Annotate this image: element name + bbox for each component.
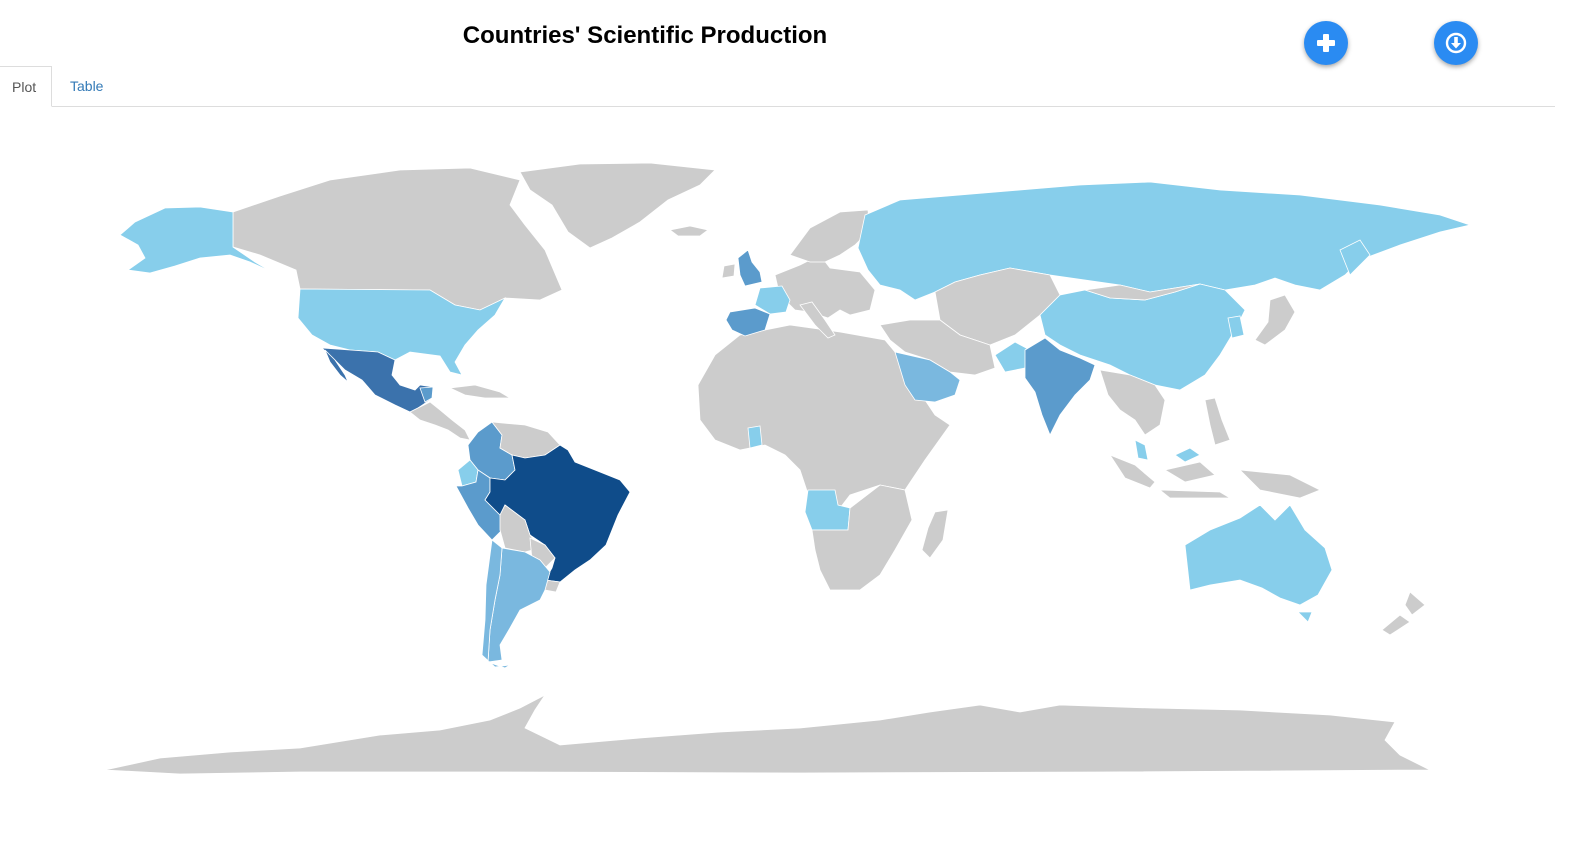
country-iceland[interactable]	[669, 225, 709, 237]
country-russia[interactable]	[857, 181, 1472, 301]
country-scandinavia[interactable]	[789, 209, 871, 263]
tab-table[interactable]: Table	[70, 78, 104, 94]
country-korea[interactable]	[1227, 315, 1245, 339]
country-indonesia[interactable]	[1108, 454, 1321, 499]
country-tasmania[interactable]	[1297, 611, 1313, 623]
country-india[interactable]	[1024, 337, 1096, 436]
country-madagascar[interactable]	[921, 509, 949, 559]
country-alaska[interactable]	[119, 206, 273, 274]
country-italy[interactable]	[799, 301, 836, 339]
world-map	[104, 162, 1472, 775]
country-europe[interactable]	[774, 254, 876, 319]
country-malaysia-east[interactable]	[1174, 447, 1201, 463]
country-russia-east[interactable]	[1339, 239, 1371, 276]
country-australia[interactable]	[1184, 504, 1333, 606]
country-central-america-south[interactable]	[409, 401, 471, 441]
country-mexico[interactable]	[320, 347, 434, 413]
country-southeast-asia[interactable]	[1099, 369, 1166, 436]
country-france[interactable]	[754, 285, 791, 315]
country-antarctica[interactable]	[104, 694, 1431, 775]
country-africa-south[interactable]	[811, 484, 913, 591]
country-mongolia[interactable]	[1084, 283, 1201, 301]
country-cuba[interactable]	[448, 384, 512, 399]
country-spain[interactable]	[725, 307, 771, 337]
country-ghana[interactable]	[747, 425, 763, 449]
country-greenland[interactable]	[519, 162, 716, 249]
country-new-zealand[interactable]	[1381, 591, 1426, 636]
tab-plot[interactable]: Plot	[0, 66, 52, 107]
country-malaysia[interactable]	[1134, 439, 1149, 461]
country-ireland[interactable]	[721, 263, 736, 279]
country-philippines[interactable]	[1204, 397, 1231, 446]
country-saudi-arabia[interactable]	[894, 351, 961, 403]
country-united-states[interactable]	[297, 288, 507, 376]
page-title: Countries' Scientific Production	[462, 22, 828, 49]
download-button[interactable]	[1434, 21, 1478, 65]
download-circle-icon	[1445, 32, 1467, 54]
country-baja[interactable]	[324, 349, 349, 383]
country-chile[interactable]	[481, 539, 511, 669]
add-button[interactable]	[1304, 21, 1348, 65]
country-japan[interactable]	[1254, 294, 1296, 346]
country-united-kingdom[interactable]	[737, 249, 763, 287]
country-central-america[interactable]	[419, 386, 434, 403]
plus-icon	[1317, 34, 1335, 52]
country-canada[interactable]	[232, 167, 563, 311]
tab-bar: Plot Table	[0, 66, 1555, 107]
country-middle-east[interactable]	[879, 319, 996, 376]
